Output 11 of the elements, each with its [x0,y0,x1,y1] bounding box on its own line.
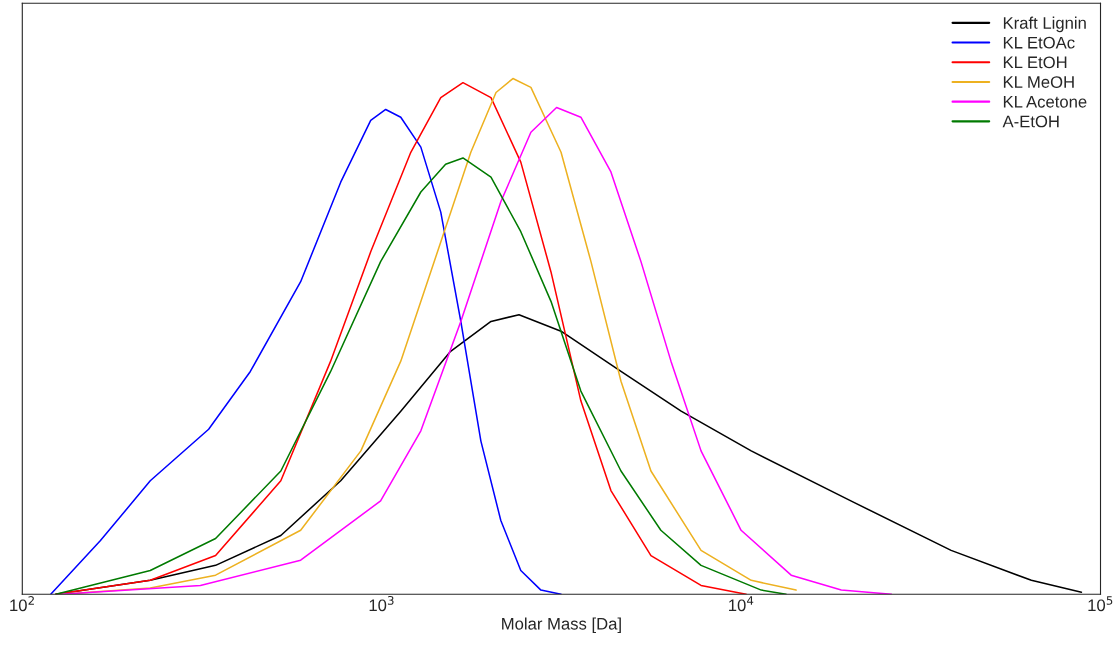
legend-label: A-EtOH [1002,115,1059,128]
legend-label: KL MeOH [1003,76,1074,88]
x-tick-label: 10$^{5}$ [1088,596,1113,612]
legend-label: KL Acetone [1003,96,1087,108]
legend-label: KL EtOAc [1003,36,1075,49]
legend-label: KL EtOH [1003,56,1067,69]
x-tick-label: 10$^{4}$ [729,596,754,612]
legend-label: Kraft Lignin [1003,16,1086,33]
x-axis-title: Molar Mass [Da] [502,617,621,633]
x-tick-label: 10$^{2}$ [10,596,34,612]
x-tick-label: 10$^{3}$ [369,596,394,612]
